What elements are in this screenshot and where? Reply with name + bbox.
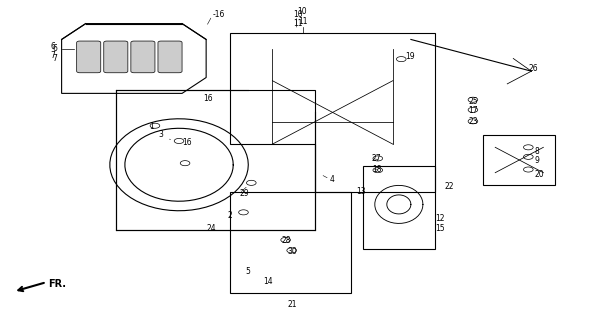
Text: 24: 24 bbox=[206, 224, 216, 233]
Text: 1: 1 bbox=[149, 122, 154, 131]
Text: 16: 16 bbox=[182, 138, 192, 147]
Text: 6: 6 bbox=[51, 42, 56, 51]
Text: 30: 30 bbox=[287, 247, 297, 257]
Text: 18: 18 bbox=[371, 165, 381, 174]
Text: 15: 15 bbox=[435, 224, 445, 233]
Text: 7: 7 bbox=[53, 54, 57, 63]
Text: 22: 22 bbox=[444, 182, 454, 191]
Text: 9: 9 bbox=[534, 156, 539, 164]
Text: 27: 27 bbox=[371, 154, 381, 163]
Text: 2: 2 bbox=[227, 211, 232, 220]
Text: 26: 26 bbox=[528, 63, 538, 73]
Text: 23: 23 bbox=[468, 117, 478, 126]
Text: 11: 11 bbox=[293, 19, 303, 28]
Text: FR.: FR. bbox=[48, 279, 67, 289]
Text: 12: 12 bbox=[435, 214, 445, 223]
FancyBboxPatch shape bbox=[131, 41, 155, 73]
Text: 29: 29 bbox=[239, 189, 249, 198]
Text: 3: 3 bbox=[158, 130, 163, 139]
Text: 28: 28 bbox=[281, 236, 291, 245]
Text: 8: 8 bbox=[534, 147, 539, 156]
Text: -16: -16 bbox=[212, 10, 224, 19]
FancyBboxPatch shape bbox=[77, 41, 101, 73]
Text: 4: 4 bbox=[330, 174, 335, 184]
Text: 6: 6 bbox=[53, 44, 57, 53]
Text: 25: 25 bbox=[468, 97, 478, 106]
Text: 5: 5 bbox=[245, 267, 250, 276]
Text: 10: 10 bbox=[293, 10, 303, 19]
Text: 21: 21 bbox=[287, 300, 297, 309]
Text: 19: 19 bbox=[405, 52, 414, 61]
Text: 14: 14 bbox=[263, 277, 273, 286]
FancyBboxPatch shape bbox=[158, 41, 182, 73]
Text: 7: 7 bbox=[51, 52, 56, 60]
Text: 10: 10 bbox=[298, 7, 307, 16]
Text: 17: 17 bbox=[468, 106, 478, 115]
Text: 11: 11 bbox=[298, 17, 307, 26]
Text: 16: 16 bbox=[203, 94, 213, 103]
FancyBboxPatch shape bbox=[104, 41, 128, 73]
Text: 13: 13 bbox=[357, 187, 366, 196]
Text: 20: 20 bbox=[534, 170, 544, 179]
